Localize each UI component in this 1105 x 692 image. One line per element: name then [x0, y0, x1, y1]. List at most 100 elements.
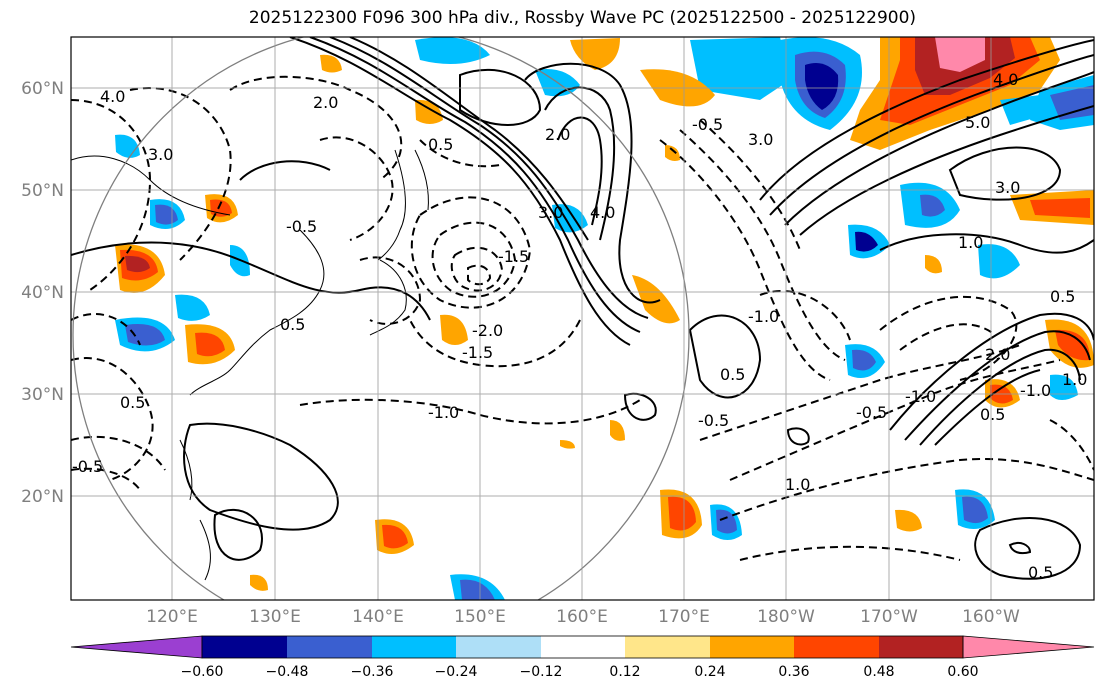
contour-line [299, 398, 641, 425]
colorbar-segment [625, 636, 710, 658]
colorbar-tick-label: −0.36 [351, 664, 394, 680]
contour-line [229, 75, 403, 181]
colorbar-segment [541, 636, 625, 658]
colorbar-tick-label: 0.60 [947, 664, 978, 680]
contour-line [71, 99, 152, 291]
contour-label: 0.5 [720, 365, 745, 384]
positive-shade-region [610, 420, 625, 441]
contour-label: -1.5 [462, 343, 493, 362]
contour-line [309, 37, 641, 333]
contour-line [719, 458, 1094, 521]
contour-line [329, 37, 649, 319]
contour-line [879, 295, 1018, 381]
contour-line [183, 422, 339, 531]
contour-labels: 4.0 3.0 2.0 0.5 -0.5 0.5 -1.5 -2.0 -1.5 … [72, 70, 1087, 582]
positive-shade-region [690, 37, 790, 100]
lat-tick-label: 20°N [21, 487, 64, 507]
contour-line [919, 348, 1081, 446]
contour-label: -1.0 [428, 403, 459, 422]
coastline [179, 439, 193, 501]
contour-line [544, 86, 616, 241]
positive-shade-region [665, 145, 680, 161]
contour-line [784, 71, 1094, 226]
positive-shade-region [1030, 198, 1090, 218]
contour-label: -1.0 [1020, 381, 1051, 400]
colorbar-segment [456, 636, 541, 658]
contour-line [431, 221, 517, 298]
colorbar-segment [287, 636, 372, 658]
contour-line [699, 119, 801, 251]
positive-shade-region [560, 440, 575, 449]
coastline [369, 259, 407, 336]
lat-tick-label: 50°N [21, 181, 64, 201]
negative-shade-region [855, 231, 878, 252]
latitude-axis: 20°N 30°N 40°N 50°N 60°N [21, 79, 64, 507]
contour-label: 2.0 [313, 93, 338, 112]
contour-label: 0.5 [1050, 287, 1075, 306]
colorbar-tick-label: 0.36 [778, 664, 809, 680]
positive-shade-region [668, 496, 696, 531]
colorbar-ticks: −0.60 −0.48 −0.36 −0.24 −0.12 0.12 0.24 … [181, 664, 979, 680]
contour-label: -2.0 [472, 321, 503, 340]
contour-line [934, 369, 1041, 446]
positive-shade-region [125, 255, 150, 273]
contour-label: 2.0 [545, 125, 570, 144]
coastline [189, 229, 325, 396]
contour-line [786, 427, 810, 446]
lat-tick-label: 40°N [21, 283, 64, 303]
contour-label: 4.0 [590, 203, 615, 222]
contour-line [459, 69, 542, 126]
negative-shade-region [920, 194, 945, 217]
lat-tick-label: 60°N [21, 79, 64, 99]
colorbar-segment [794, 636, 879, 658]
contour-line [769, 54, 1094, 216]
lon-tick-label: 140°E [352, 607, 404, 627]
contour-line [239, 160, 331, 181]
colorbar-segment [710, 636, 794, 658]
colorbar-segment [372, 636, 456, 658]
contour-line [71, 241, 431, 321]
contour-label: 1.0 [958, 233, 983, 252]
negative-shade-region [962, 496, 988, 524]
contour-line [1008, 542, 1032, 555]
contour-label: -1.0 [748, 307, 779, 326]
contour-label: 4.0 [993, 70, 1018, 89]
contour-label: -0.5 [286, 217, 317, 236]
contour-line [71, 467, 141, 491]
positive-shade-region [195, 332, 225, 357]
contour-label: 0.5 [280, 315, 305, 334]
colorbar-outline [201, 635, 964, 659]
positive-shade-region [895, 509, 922, 532]
contour-label: 4.0 [100, 87, 125, 106]
contour-line [688, 314, 762, 399]
lon-tick-label: 180°W [757, 607, 815, 627]
contour-label: -0.5 [856, 403, 887, 422]
contour-line [899, 323, 996, 351]
reference-circle [72, 37, 690, 600]
colorbar-tick-label: −0.24 [435, 664, 478, 680]
contour-line [699, 344, 1021, 441]
negative-shade-region [1050, 85, 1094, 120]
contour-label: 1.0 [785, 475, 810, 494]
contour-label: 3.0 [148, 145, 173, 164]
negative-shade-region [805, 62, 839, 110]
colorbar-extend-low [70, 635, 203, 659]
coastline [377, 149, 406, 261]
contour-line [759, 39, 1094, 201]
contour-line [467, 264, 492, 286]
map-frame [70, 36, 1095, 601]
coastline [199, 519, 211, 581]
contour-line [904, 330, 1091, 441]
contour-line [729, 359, 1061, 481]
negative-shade-region [175, 294, 210, 321]
negative-shade-region [978, 244, 1020, 279]
contour-line [419, 139, 501, 168]
contour-label: 3.0 [995, 178, 1020, 197]
contour-line [659, 139, 831, 381]
coastlines [71, 149, 429, 581]
contour-line [71, 313, 141, 346]
lon-tick-label: 130°E [249, 607, 301, 627]
colorbar-tick-label: 0.48 [863, 664, 894, 680]
positive-shade-region [440, 314, 468, 345]
contour-line [799, 105, 1094, 236]
